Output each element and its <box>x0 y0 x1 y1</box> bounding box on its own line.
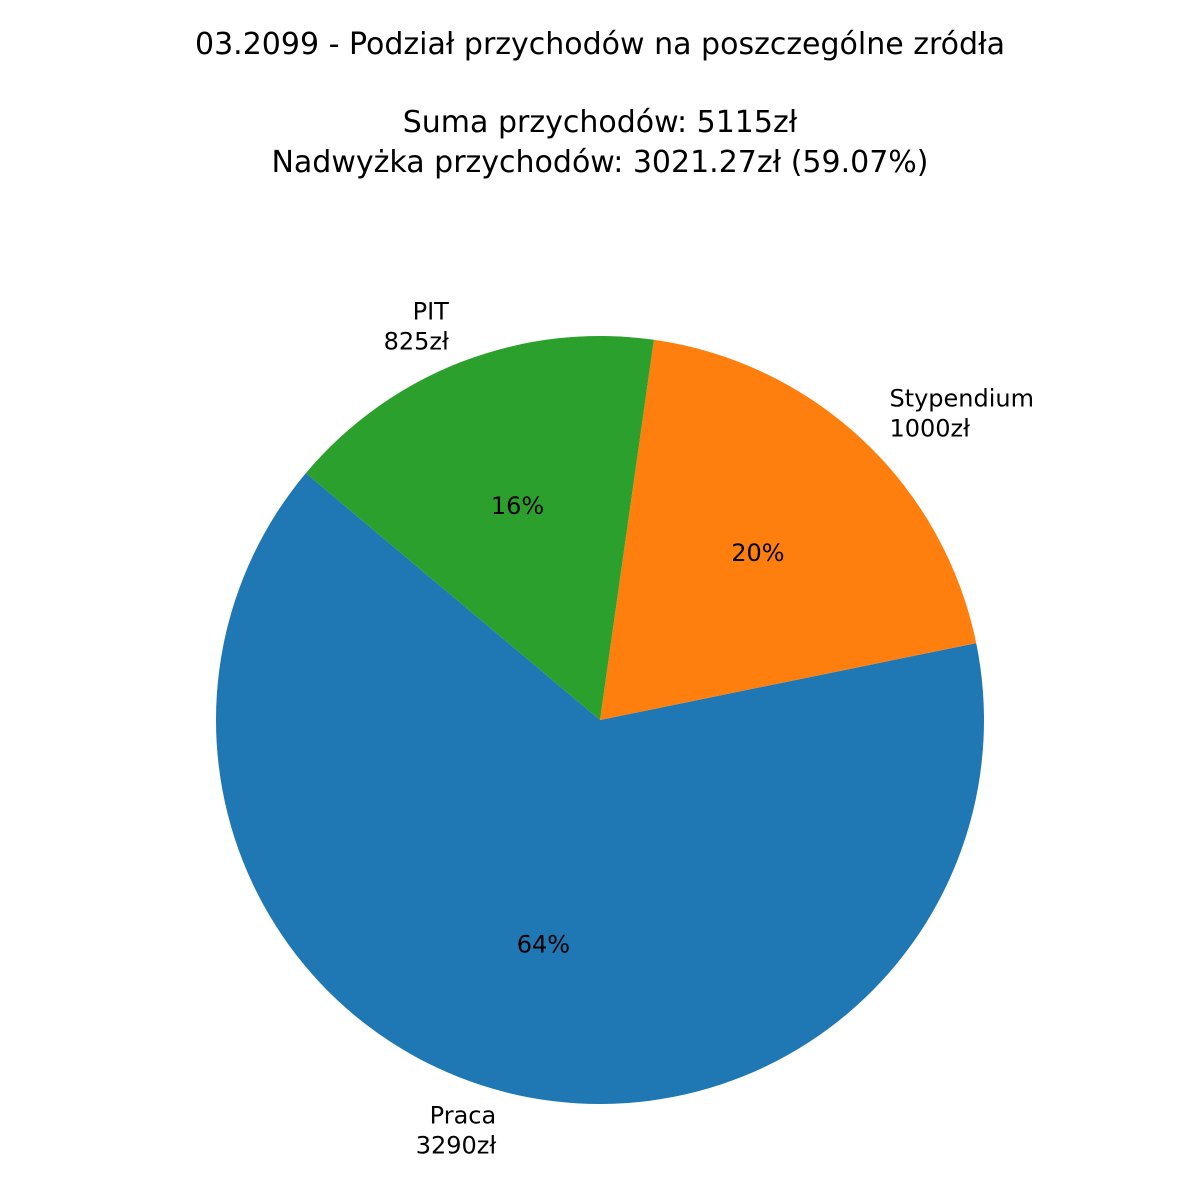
pie-slices <box>216 336 985 1104</box>
subtitle-income-surplus: Nadwyżka przychodów: 3021.27zł (59.07%) <box>271 145 928 180</box>
slice-value-praca: 3290zł <box>416 1131 497 1159</box>
pct-label-stypendium: 20% <box>731 539 784 567</box>
title-line: 03.2099 - Podział przychodów na poszczeg… <box>195 27 1005 62</box>
slice-name-stypendium: Stypendium <box>889 384 1034 412</box>
pie-slice-praca <box>216 473 985 1104</box>
chart-title: 03.2099 - Podział przychodów na poszczeg… <box>195 27 1005 180</box>
pct-label-praca: 64% <box>517 930 570 958</box>
subtitle-total-income: Suma przychodów: 5115zł <box>403 105 798 140</box>
slice-name-praca: Praca <box>430 1101 497 1129</box>
slice-value-stypendium: 1000zł <box>889 414 970 442</box>
pct-label-pit: 16% <box>491 492 544 520</box>
pie-slice-pit <box>305 336 654 720</box>
pie-slice-stypendium <box>600 339 977 720</box>
slice-value-pit: 825zł <box>384 328 449 356</box>
slice-name-pit: PIT <box>413 298 450 326</box>
